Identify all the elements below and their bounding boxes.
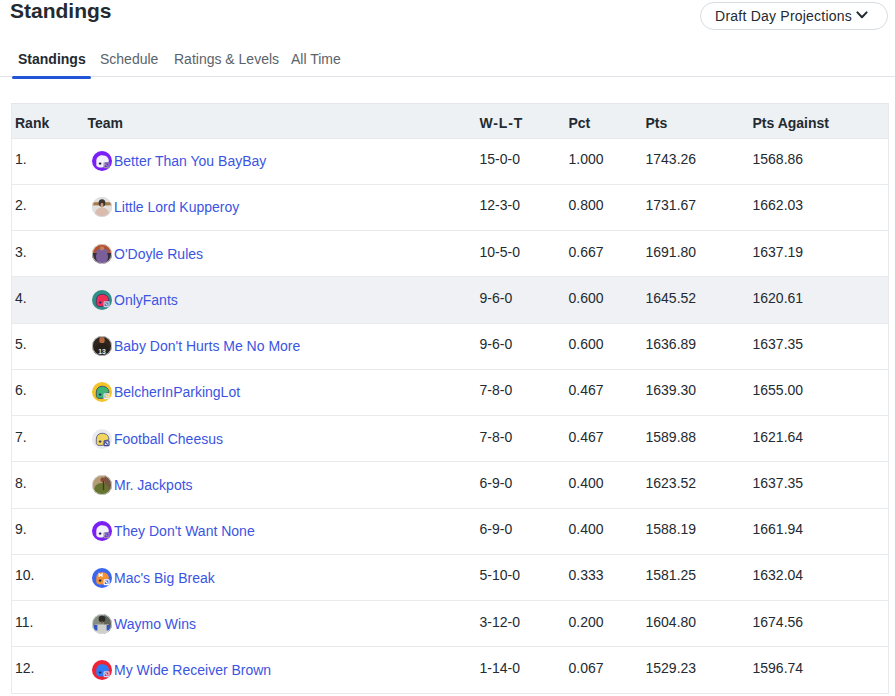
svg-text:13: 13 bbox=[98, 348, 106, 355]
